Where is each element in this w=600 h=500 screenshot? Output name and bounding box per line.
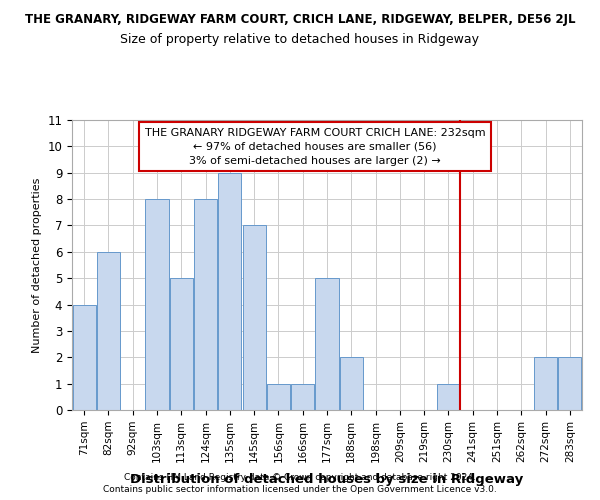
Text: THE GRANARY, RIDGEWAY FARM COURT, CRICH LANE, RIDGEWAY, BELPER, DE56 2JL: THE GRANARY, RIDGEWAY FARM COURT, CRICH … xyxy=(25,12,575,26)
Bar xyxy=(242,226,266,410)
Bar xyxy=(316,278,338,410)
Text: Contains public sector information licensed under the Open Government Licence v3: Contains public sector information licen… xyxy=(103,485,497,494)
Bar xyxy=(97,252,120,410)
Y-axis label: Number of detached properties: Number of detached properties xyxy=(32,178,42,352)
X-axis label: Distribution of detached houses by size in Ridgeway: Distribution of detached houses by size … xyxy=(130,473,524,486)
Bar xyxy=(267,384,290,410)
Bar xyxy=(534,358,557,410)
Text: THE GRANARY RIDGEWAY FARM COURT CRICH LANE: 232sqm
← 97% of detached houses are : THE GRANARY RIDGEWAY FARM COURT CRICH LA… xyxy=(145,128,485,166)
Bar xyxy=(437,384,460,410)
Bar xyxy=(194,199,217,410)
Text: Contains HM Land Registry data © Crown copyright and database right 2024.: Contains HM Land Registry data © Crown c… xyxy=(124,472,476,482)
Bar xyxy=(559,358,581,410)
Text: Size of property relative to detached houses in Ridgeway: Size of property relative to detached ho… xyxy=(121,32,479,46)
Bar xyxy=(145,199,169,410)
Bar xyxy=(218,172,241,410)
Bar xyxy=(291,384,314,410)
Bar xyxy=(73,304,95,410)
Bar xyxy=(170,278,193,410)
Bar xyxy=(340,358,363,410)
